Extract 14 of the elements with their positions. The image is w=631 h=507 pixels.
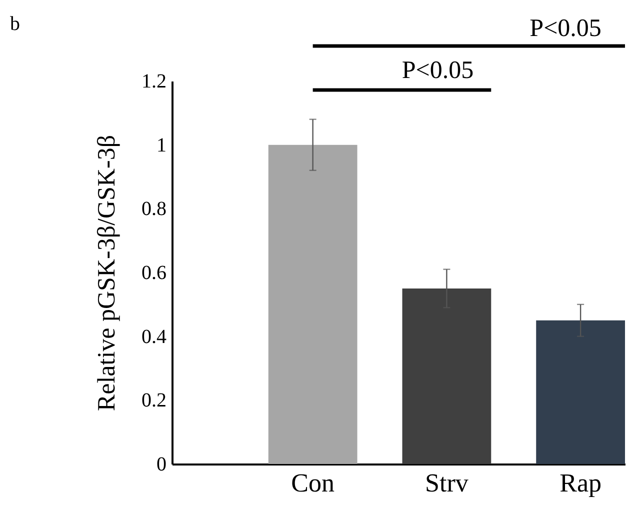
y-tick-label: 0 [156, 454, 166, 476]
x-tick-label: Rap [560, 468, 602, 498]
y-tick-label: 0.4 [142, 326, 166, 348]
x-tick-label: Con [291, 468, 334, 498]
text: P<0.05 [530, 15, 602, 42]
y-tick-label: 0.2 [142, 390, 166, 412]
y-tick-label: 0.6 [142, 262, 166, 284]
y-tick-label: 0.8 [142, 198, 166, 220]
y-axis-title: Relative pGSK-3β/GSK-3β [94, 134, 120, 412]
y-tick-label: 1.2 [142, 70, 166, 92]
text: b [10, 13, 20, 35]
y-tick-label: 1 [156, 134, 166, 156]
x-tick-label: Strv [425, 468, 468, 498]
annotation: P<0.05 [402, 57, 474, 84]
